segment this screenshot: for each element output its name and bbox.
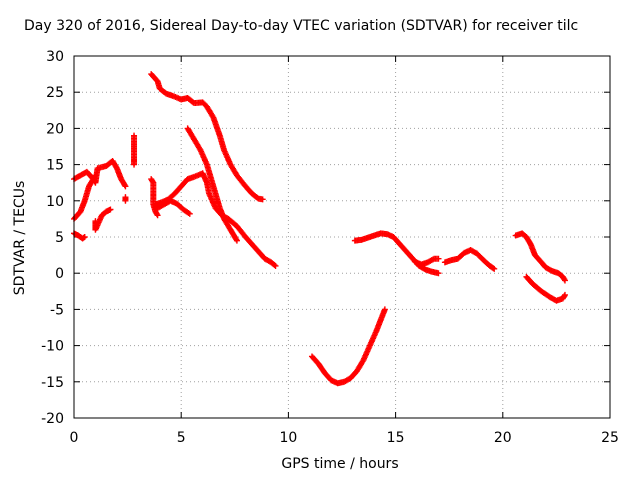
series-s8 [184, 125, 240, 244]
x-tick-label: 0 [70, 430, 79, 446]
y-tick-label: 25 [46, 85, 64, 101]
y-tick-label: -20 [41, 411, 64, 427]
data-point [271, 262, 278, 269]
data-point [272, 262, 279, 269]
y-tick-label: 5 [55, 230, 64, 246]
data-point [561, 293, 568, 300]
x-tick-label: 15 [387, 430, 405, 446]
series-s16 [523, 273, 568, 304]
data-point [122, 183, 129, 190]
series-s9 [152, 170, 279, 269]
data-point [80, 234, 87, 241]
y-tick-label: 20 [46, 121, 64, 137]
y-tick-label: -5 [50, 302, 64, 318]
plot-frame [73, 55, 611, 419]
data-point [81, 234, 88, 240]
data-point [491, 265, 498, 272]
data-point [381, 306, 388, 313]
data-point [561, 277, 568, 284]
data-point [429, 256, 436, 263]
data-points [71, 71, 568, 387]
series-s10 [154, 197, 193, 217]
data-point [107, 206, 114, 213]
data-point [91, 173, 98, 180]
series-s2 [71, 172, 99, 222]
series-s4 [92, 206, 114, 233]
x-axis-label: GPS time / hours [281, 456, 399, 472]
data-point [561, 291, 568, 298]
x-tick-label: 5 [177, 430, 186, 446]
grid-lines [74, 56, 610, 418]
data-point [233, 237, 240, 244]
data-point [131, 161, 138, 168]
data-point [490, 265, 497, 272]
data-point [122, 197, 129, 204]
data-point [259, 196, 266, 203]
y-tick-label: -10 [41, 339, 64, 355]
x-tick-label: 20 [494, 430, 512, 446]
series-s13 [411, 255, 442, 268]
x-tick-label: 25 [601, 430, 619, 446]
axis-ticks: 0 5 10 15 20 25 -20 -15 -10 -5 0 5 10 15 20 25 30 [41, 49, 619, 446]
x-tick-label: 10 [279, 430, 297, 446]
data-point [435, 270, 442, 277]
series-s7 [148, 71, 266, 203]
data-point [561, 276, 568, 283]
data-point [435, 255, 442, 262]
data-point [233, 236, 240, 243]
series-s6 [148, 176, 161, 219]
data-point [153, 211, 160, 218]
data-point [92, 172, 99, 179]
series-s11 [308, 306, 388, 387]
data-point [154, 212, 161, 219]
data-point [186, 210, 193, 217]
series-s12 [351, 230, 442, 277]
chart-title: Day 320 of 2016, Sidereal Day-to-day VTE… [24, 18, 579, 34]
y-tick-label: 10 [46, 194, 64, 210]
series-s1 [71, 157, 129, 190]
series-s5 [122, 132, 138, 204]
series-s15 [512, 230, 568, 284]
y-tick-label: 30 [46, 49, 64, 65]
y-tick-label: 15 [46, 158, 64, 174]
series-s3 [71, 230, 88, 242]
data-point [185, 209, 192, 216]
series-s14 [441, 247, 498, 272]
data-point [121, 182, 128, 189]
y-tick-label: 0 [55, 266, 64, 282]
y-tick-label: -15 [41, 375, 64, 391]
